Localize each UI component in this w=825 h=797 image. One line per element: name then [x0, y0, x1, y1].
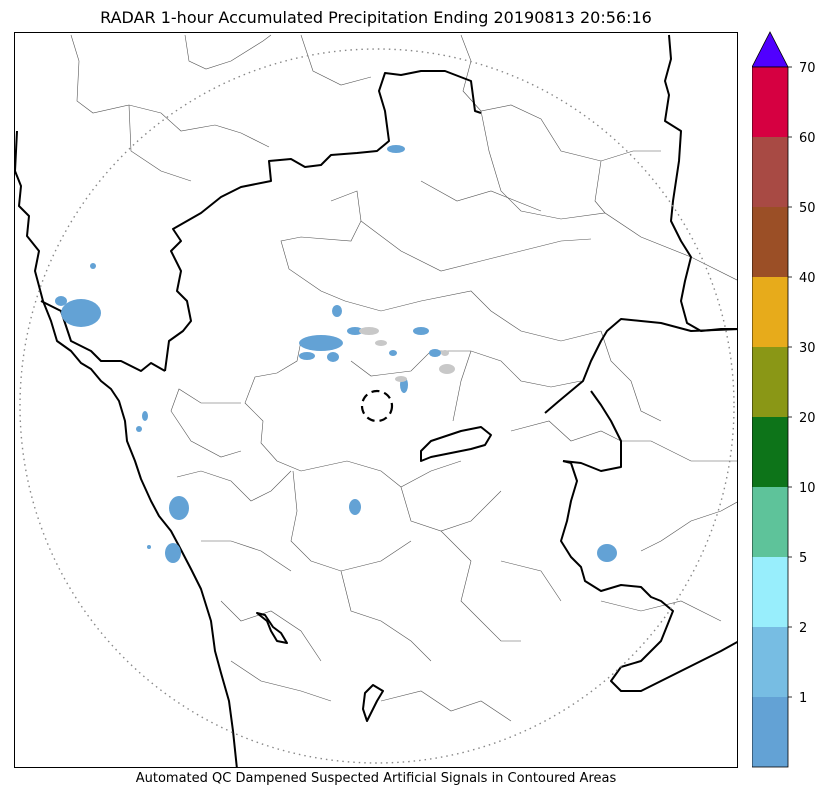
colorbar-segments — [752, 67, 788, 767]
colorbar-segment — [752, 627, 788, 697]
radar-range-ring — [19, 48, 735, 764]
precip-cell — [136, 426, 142, 432]
district-boundaries — [70, 34, 737, 722]
precip-cell — [389, 350, 397, 356]
precip-cell — [147, 545, 151, 549]
precipitation-echoes — [55, 145, 617, 563]
precip-cell — [327, 352, 339, 362]
precip-cell — [299, 335, 343, 351]
qc-cell — [395, 376, 407, 382]
precip-cell — [165, 543, 181, 563]
qc-cell — [375, 340, 387, 346]
precip-cell — [90, 263, 96, 269]
precip-cell — [413, 327, 429, 335]
qc-dampened-echoes — [359, 327, 455, 382]
colorbar-segment — [752, 697, 788, 767]
precip-cell — [61, 299, 101, 327]
radar-map — [14, 32, 738, 768]
colorbar-segment — [752, 67, 788, 137]
colorbar-tick-label: 30 — [799, 341, 816, 356]
colorbar-tick-label: 40 — [799, 271, 816, 286]
precip-cell — [387, 145, 405, 153]
chart-title: RADAR 1-hour Accumulated Precipitation E… — [100, 8, 652, 27]
colorbar: 1 2 5 10 20 30 40 50 60 70 — [752, 31, 816, 768]
qc-cell — [439, 364, 455, 374]
colorbar-tick-label: 10 — [799, 481, 816, 496]
precip-cell — [55, 296, 67, 306]
colorbar-segment — [752, 417, 788, 487]
colorbar-segment — [752, 207, 788, 277]
radar-site-marker — [360, 389, 394, 423]
colorbar-tick-label: 20 — [799, 411, 816, 426]
colorbar-tick-label: 2 — [799, 621, 807, 636]
precip-cell — [332, 305, 342, 317]
colorbar-tick-label: 5 — [799, 551, 807, 566]
colorbar-tick-label: 1 — [799, 691, 807, 706]
colorbar-segment — [752, 557, 788, 627]
map-canvas — [15, 34, 737, 767]
precip-cell — [299, 352, 315, 360]
colorbar-tick-label: 70 — [799, 61, 816, 76]
colorbar-tick-label: 60 — [799, 131, 816, 146]
precip-cell — [347, 327, 363, 335]
colorbar-segment — [752, 137, 788, 207]
map-caption: Automated QC Dampened Suspected Artifici… — [135, 771, 617, 786]
precip-cell — [169, 496, 189, 520]
colorbar-segment — [752, 487, 788, 557]
colorbar-segment — [752, 347, 788, 417]
state-boundaries — [15, 34, 737, 767]
qc-cell — [441, 350, 449, 356]
colorbar-extend-arrow — [752, 31, 789, 68]
precip-cell — [429, 349, 441, 357]
qc-cell — [359, 327, 379, 335]
colorbar-ticks: 1 2 5 10 20 30 40 50 60 70 — [788, 61, 816, 706]
colorbar-segment — [752, 277, 788, 347]
precip-cell — [597, 544, 617, 562]
colorbar-tick-label: 50 — [799, 201, 816, 216]
precip-cell — [349, 499, 361, 515]
precip-cell — [142, 411, 148, 421]
